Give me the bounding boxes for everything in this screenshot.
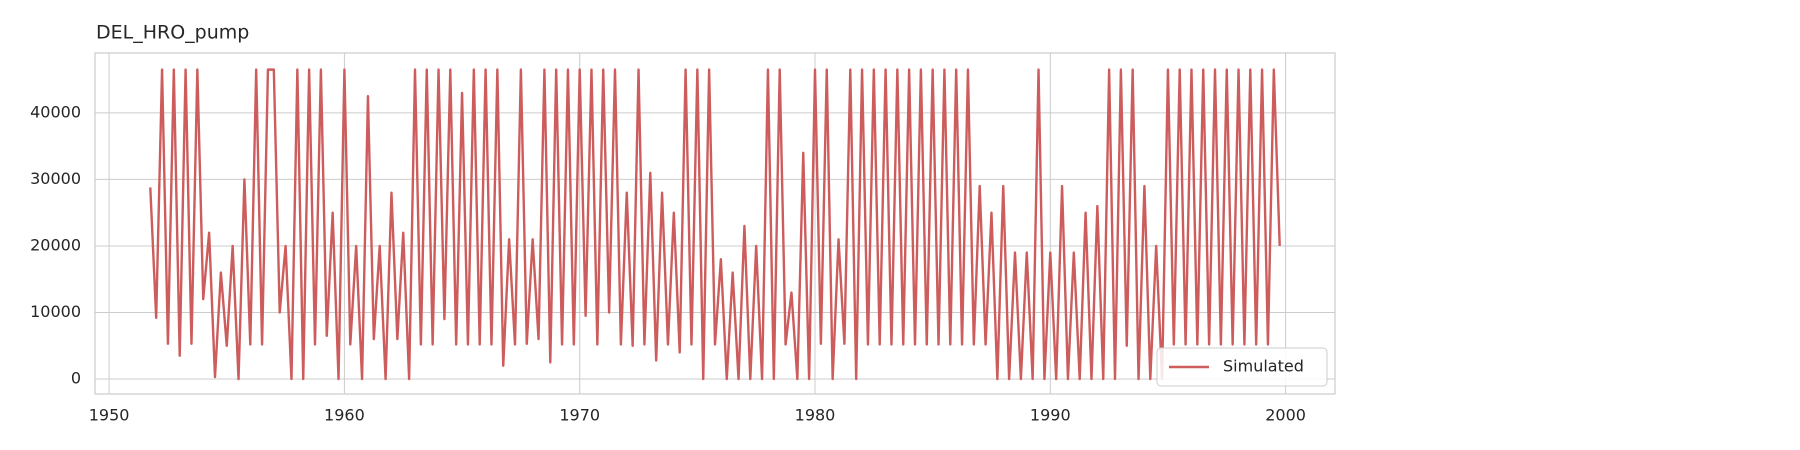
y-tick-label: 40000 (30, 102, 81, 121)
x-tick-label: 1950 (89, 406, 130, 425)
y-tick-label: 10000 (30, 302, 81, 321)
plot-frame (94, 52, 1336, 395)
x-tick-label: 2000 (1265, 406, 1306, 425)
x-tick-label: 1980 (795, 406, 836, 425)
legend: Simulated (1156, 347, 1328, 387)
legend-box (1156, 347, 1328, 387)
legend-label: Simulated (1223, 357, 1304, 376)
x-tick-label: 1990 (1030, 406, 1071, 425)
chart-title: DEL_HRO_pump (96, 22, 249, 44)
y-tick-label: 20000 (30, 235, 81, 254)
x-tick-label: 1960 (324, 406, 365, 425)
y-tick-label: 30000 (30, 169, 81, 188)
y-tick-label: 0 (71, 369, 81, 388)
x-tick-label: 1970 (559, 406, 600, 425)
series-line (149, 68, 1281, 381)
